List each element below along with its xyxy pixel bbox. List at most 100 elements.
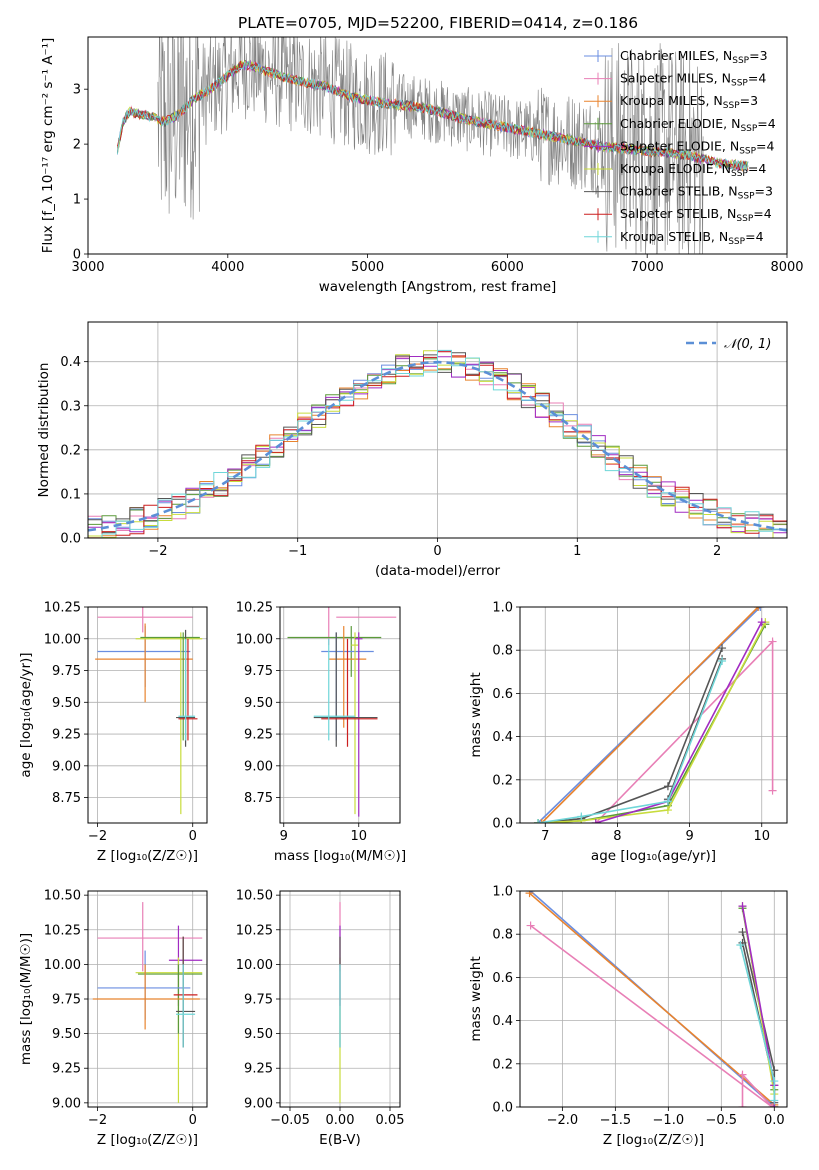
- y-tick-label: 10.00: [236, 632, 273, 647]
- axis-ticks: −2 0 9.00 9.25 9.50 9.75 10.00 10.25 10.50: [44, 889, 197, 1128]
- axes-weight-vs-age: 7 8 9 10 0.0 0.2 0.4 0.6 0.8 1.0 age [log₁₀(age/yr…: [468, 601, 788, 864]
- legend-label: Chabrier STELIB, NSSP=3: [620, 184, 773, 202]
- y-axis-label: Flux [f_λ 10⁻¹⁷ erg cm⁻² s⁻¹ A⁻¹]: [40, 38, 56, 254]
- axes-weight-vs-Z: −2.0 −1.5 −1.0 −0.5 0.0 0.0 0.2 0.4 0.6 0.8 1.0 Z […: [468, 885, 788, 1148]
- axes-frame: [519, 890, 788, 1108]
- weight-point-marker: [738, 1070, 747, 1079]
- y-tick-label: 0.2: [492, 773, 513, 788]
- weight-point-marker: [663, 806, 672, 815]
- legend-model-name: Kroupa ELODIE: [620, 161, 714, 176]
- x-tick-label: 1: [573, 544, 581, 559]
- y-tick-label: 9.25: [52, 728, 81, 743]
- weight-point-marker: [525, 891, 534, 898]
- legend-nssp-sub: SSP: [728, 237, 745, 247]
- axes-frame: [279, 890, 401, 1108]
- legend-nssp-prefix: , N: [715, 48, 732, 63]
- errorbar-point: [97, 607, 193, 633]
- errorbar-point: [92, 964, 200, 1030]
- y-tick-label: 0.6: [492, 687, 513, 702]
- y-tick-label: 0.0: [492, 817, 513, 832]
- legend-nssp-prefix: , N: [705, 93, 722, 108]
- legend-model-name: Kroupa STELIB: [620, 229, 711, 244]
- legend-nssp-sub: SSP: [731, 169, 748, 179]
- legend-nssp-value: 4: [758, 161, 766, 176]
- axes-frame: [519, 606, 788, 824]
- plot-area: [88, 349, 787, 538]
- y-tick-label: 0.1: [60, 487, 81, 502]
- errorbar-point: [178, 638, 196, 741]
- x-axis-label: Z [log₁₀(Z/Z☉)]: [97, 848, 198, 864]
- y-tick-label: 10.50: [44, 889, 81, 904]
- weight-point-marker: [591, 819, 600, 823]
- legend-nssp-value: 3: [760, 48, 768, 63]
- weight-point-marker: [770, 1077, 779, 1086]
- y-tick-label: 9.50: [244, 1027, 273, 1042]
- axes-age-vs-mass: 9 10 8.75 9.00 9.25 9.50 9.75 10.00 10.25 mass [l…: [236, 601, 406, 865]
- legend-model-name: Chabrier MILES: [620, 48, 715, 63]
- y-tick-label: 9.00: [244, 1096, 273, 1111]
- legend-label: Salpeter ELODIE, NSSP=4: [620, 138, 775, 156]
- weight-point-marker: [718, 644, 727, 653]
- legend-nssp-eq: =: [748, 71, 758, 86]
- x-axis-label: Z [log₁₀(Z/Z☉)]: [97, 1132, 198, 1148]
- weight-series-line: [537, 647, 723, 823]
- weight-series-line: [537, 621, 767, 823]
- legend-nssp-value: 4: [767, 138, 775, 153]
- axes-mass-vs-EBV: −0.05 0.00 0.05 9.00 9.25 9.50 9.75 10.00 10.25 1…: [236, 889, 405, 1148]
- plot-area: [92, 902, 203, 1103]
- y-tick-label: 9.75: [244, 993, 273, 1008]
- axes-frame: [279, 606, 401, 824]
- x-tick-label: −1.0: [653, 1113, 685, 1128]
- x-tick-label: 0: [433, 544, 441, 559]
- legend-nssp-prefix: , N: [719, 206, 736, 221]
- legend-label: 𝒩(0, 1): [724, 337, 771, 352]
- y-tick-label: 1.0: [492, 601, 513, 616]
- weight-series-line: [528, 892, 775, 1106]
- errorbar-point: [178, 638, 198, 741]
- axes-frame: [87, 321, 788, 539]
- x-tick-label: −2.0: [547, 1113, 579, 1128]
- y-axis-label: mass weight: [468, 956, 484, 1041]
- x-axis-label: (data-model)/error: [375, 563, 501, 579]
- legend-label: Chabrier MILES, NSSP=3: [620, 48, 768, 66]
- axes-frame: [87, 606, 208, 824]
- x-tick-label: 9: [280, 829, 288, 844]
- x-axis-label: wavelength [Angstrom, rest frame]: [319, 279, 557, 295]
- axis-ticks: 7 8 9 10 0.0 0.2 0.4 0.6 0.8 1.0: [492, 601, 770, 845]
- plot-area: [116, 37, 749, 254]
- legend-model-name: Chabrier ELODIE: [620, 116, 723, 131]
- legend-label: Salpeter MILES, NSSP=4: [620, 71, 766, 89]
- x-axis-label: mass [log₁₀(M/M☉)]: [274, 848, 406, 864]
- observed-spectrum-line: [157, 37, 704, 254]
- x-tick-label: −1.5: [600, 1113, 632, 1128]
- axis-ticks: 3000 4000 5000 6000 7000 8000 0 1 2 3: [71, 83, 803, 275]
- weight-series-line: [530, 924, 773, 1107]
- y-tick-label: 9.75: [52, 664, 81, 679]
- legend-label: Kroupa MILES, NSSP=3: [620, 93, 758, 111]
- y-tick-label: 0.4: [492, 730, 513, 745]
- y-tick-label: 1: [73, 193, 81, 208]
- y-tick-label: 0.8: [492, 644, 513, 659]
- y-tick-label: 0.2: [492, 1057, 513, 1072]
- y-tick-label: 2: [73, 138, 81, 153]
- y-tick-label: 8.75: [52, 791, 81, 806]
- weight-point-marker: [537, 819, 546, 823]
- x-tick-label: 0: [189, 1113, 197, 1128]
- y-tick-label: 0.6: [492, 971, 513, 986]
- axes-frame: [87, 36, 788, 255]
- weight-point-marker: [736, 941, 745, 949]
- x-tick-label: 5000: [351, 260, 384, 275]
- legend-nssp-eq: =: [740, 93, 750, 108]
- weight-point-marker: [738, 1103, 747, 1107]
- axis-ticks: 9 10 8.75 9.00 9.25 9.50 9.75 10.00 10.25: [236, 601, 367, 845]
- legend-nssp-value: 4: [756, 229, 764, 244]
- weight-series-line: [537, 660, 723, 823]
- x-tick-label: 3000: [71, 260, 104, 275]
- legend-nssp-sub: SSP: [731, 79, 748, 89]
- x-tick-label: 0.0: [764, 1113, 785, 1128]
- weight-point-marker: [738, 902, 747, 911]
- legend-nssp-sub: SSP: [738, 192, 755, 202]
- plot-area: [95, 607, 203, 815]
- x-tick-label: 7000: [631, 260, 664, 275]
